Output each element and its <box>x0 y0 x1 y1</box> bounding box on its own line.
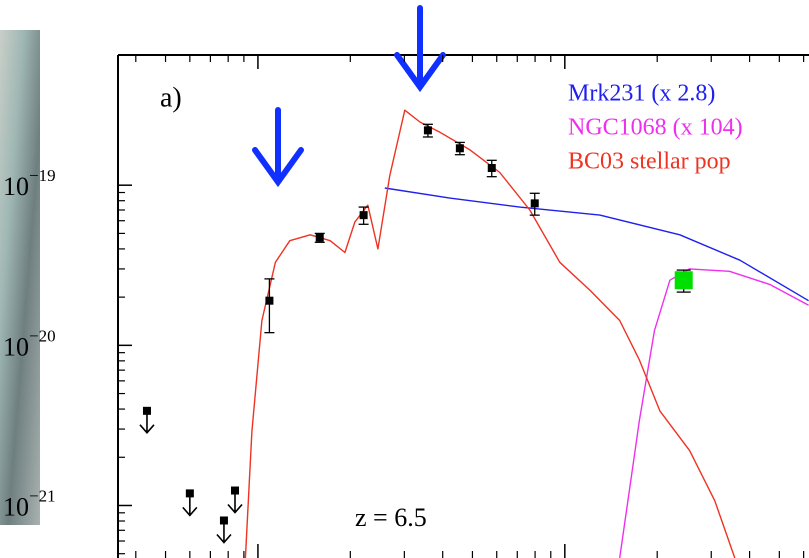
tick-base: 10 <box>3 492 29 521</box>
data-point <box>487 164 496 173</box>
axes-frame <box>117 54 809 558</box>
upper-limit-arrow <box>227 490 243 514</box>
data-point <box>359 211 368 220</box>
legend-entry: BC03 stellar pop <box>568 149 731 175</box>
background-photo <box>0 30 40 525</box>
arrow-annotation <box>252 5 446 188</box>
upper-limit-arrow <box>216 520 232 544</box>
plot-area <box>139 109 809 558</box>
highlight-point <box>674 271 693 290</box>
legend-entry: Mrk231 (x 2.8) <box>568 81 715 107</box>
data-point <box>315 233 324 242</box>
data-point <box>423 126 432 135</box>
upper-limit-arrow <box>182 493 198 517</box>
y-tick-label: 10−21 <box>3 486 56 521</box>
tick-base: 10 <box>3 332 29 361</box>
legend-entry: NGC1068 (x 104) <box>568 115 743 141</box>
data-point <box>455 144 464 153</box>
series-line <box>384 187 809 302</box>
panel-label: a) <box>160 82 182 113</box>
tick-exponent: −19 <box>29 166 56 185</box>
tick-base: 10 <box>3 172 29 201</box>
data-point <box>530 199 539 208</box>
y-tick-label: 10−20 <box>3 326 56 361</box>
upper-limit-arrow <box>139 410 155 435</box>
y-tick-label: 10−19 <box>3 166 56 201</box>
redshift-annotation: z = 6.5 <box>355 503 427 532</box>
tick-exponent: −21 <box>29 486 56 505</box>
data-point <box>265 296 274 305</box>
series-line <box>244 109 736 558</box>
tick-exponent: −20 <box>29 326 56 345</box>
